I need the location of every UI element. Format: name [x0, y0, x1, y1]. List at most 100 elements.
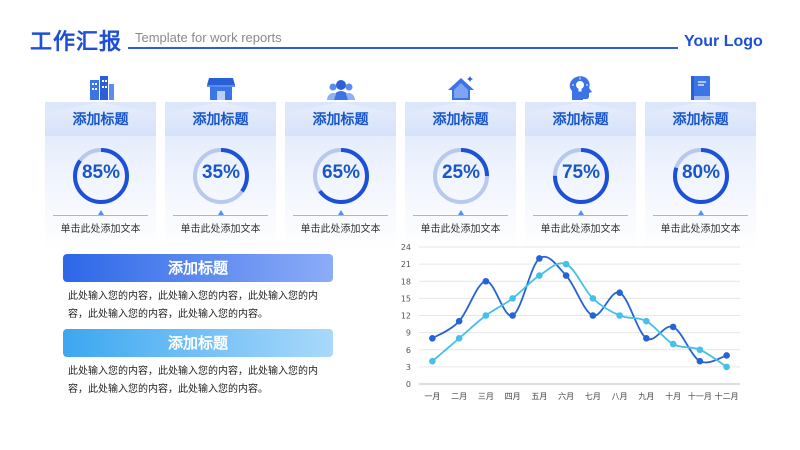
data-point [723, 352, 730, 359]
progress-ring-fill [313, 148, 369, 204]
progress-value: 85% [81, 162, 121, 183]
y-tick-label: 3 [406, 363, 411, 372]
storefront-icon [206, 74, 236, 102]
progress-ring [553, 148, 609, 204]
data-point [589, 295, 597, 302]
progress-ring-fill [193, 148, 249, 204]
y-tick-label: 21 [401, 260, 411, 269]
caret-up-icon [458, 210, 464, 215]
data-point [669, 323, 677, 331]
card-title[interactable]: 添加标题 [552, 112, 609, 128]
progress-ring [433, 148, 489, 204]
y-tick-label: 6 [406, 346, 411, 355]
block-text-1-line-1: 此处输入您的内容，此处输入您的内容，此处输入您的内 [68, 291, 318, 302]
data-point [616, 289, 623, 296]
card-divider [653, 215, 748, 216]
card-divider [533, 215, 628, 216]
caret-up-icon [698, 210, 704, 215]
card-divider [173, 215, 268, 216]
block-text-2-line-2: 容，此处输入您的内容，此处输入您的内容。 [68, 384, 268, 395]
data-point [482, 312, 490, 319]
y-tick-label: 0 [406, 380, 411, 389]
page-title: 工作汇报 [30, 30, 123, 55]
card-title[interactable]: 添加标题 [72, 112, 129, 128]
card-caption[interactable]: 单击此处添加文本 [60, 224, 141, 235]
stat-card: 添加标题 80% 单击此处添加文本 [645, 74, 756, 250]
x-tick-label: 五月 [531, 392, 547, 401]
x-tick-label: 八月 [612, 392, 628, 401]
stat-card: 添加标题 65% 单击此处添加文本 [285, 74, 396, 250]
house-icon [446, 74, 476, 102]
data-point [669, 340, 677, 348]
progress-ring [193, 148, 249, 204]
data-point [589, 312, 597, 319]
data-point [616, 312, 623, 319]
data-point [482, 277, 490, 285]
data-point [536, 255, 543, 262]
card-caption[interactable]: 单击此处添加文本 [420, 224, 501, 235]
data-point [536, 272, 543, 279]
logo: Your Logo [684, 33, 763, 50]
y-tick-label: 24 [401, 243, 411, 252]
card-divider [413, 215, 508, 216]
x-tick-label: 七月 [585, 392, 601, 401]
data-point [696, 346, 704, 354]
x-tick-label: 十月 [665, 391, 681, 401]
progress-ring [313, 148, 369, 204]
x-tick-label: 九月 [638, 392, 654, 401]
progress-value: 75% [561, 162, 601, 183]
y-tick-label: 12 [401, 312, 411, 321]
progress-ring [673, 148, 729, 204]
card-title[interactable]: 添加标题 [672, 112, 729, 128]
block-title-1[interactable]: 添加标题 [63, 254, 333, 282]
block-text-1[interactable]: 此处输入您的内容，此处输入您的内容，此处输入您的内 容，此处输入您的内容，此处输… [68, 288, 338, 324]
progress-value: 65% [321, 162, 361, 183]
caret-up-icon [578, 210, 584, 215]
progress-ring-fill [553, 148, 609, 204]
data-point [509, 295, 516, 302]
block-text-2[interactable]: 此处输入您的内容，此处输入您的内容，此处输入您的内 容，此处输入您的内容，此处输… [68, 363, 338, 399]
stat-card: 添加标题 75% 单击此处添加文本 [525, 74, 636, 250]
card-title[interactable]: 添加标题 [432, 112, 489, 128]
card-title[interactable]: 添加标题 [312, 112, 369, 128]
data-point [455, 335, 463, 342]
team-icon [326, 74, 356, 102]
y-tick-label: 18 [401, 277, 411, 286]
block-text-2-line-1: 此处输入您的内容，此处输入您的内容，此处输入您的内 [68, 366, 318, 377]
caret-up-icon [218, 210, 224, 215]
data-point [562, 272, 570, 279]
data-point [429, 335, 436, 342]
idea-head-icon [566, 74, 596, 102]
stat-card: 添加标题 85% 单击此处添加文本 [45, 74, 156, 250]
line-chart: 0 3 6 9 12 15 18 21 24 一月 二月 三月 四月 五月 六月 七月 八月 九月 十月 十一月 十二月 [401, 243, 740, 401]
card-caption[interactable]: 单击此处添加文本 [660, 224, 741, 235]
data-point [429, 357, 436, 365]
progress-value: 35% [201, 162, 241, 183]
card-divider [53, 215, 148, 216]
x-tick-label: 二月 [451, 392, 467, 401]
x-tick-label: 一月 [424, 392, 440, 401]
block-title-2[interactable]: 添加标题 [63, 329, 333, 357]
block-text-1-line-2: 容，此处输入您的内容，此处输入您的内容。 [68, 309, 268, 320]
caret-up-icon [98, 210, 104, 215]
x-tick-label: 十二月 [715, 391, 739, 401]
progress-ring-fill [433, 148, 489, 204]
y-tick-label: 15 [401, 294, 411, 303]
header-divider [128, 47, 678, 49]
progress-ring-fill [73, 148, 129, 204]
card-caption[interactable]: 单击此处添加文本 [180, 224, 261, 235]
page-subtitle: Template for work reports [135, 30, 282, 45]
card-caption[interactable]: 单击此处添加文本 [540, 224, 621, 235]
stat-card: 添加标题 35% 单击此处添加文本 [165, 74, 276, 250]
progress-value: 25% [441, 162, 481, 183]
x-tick-label: 四月 [505, 392, 521, 401]
card-title[interactable]: 添加标题 [192, 112, 249, 128]
stat-cards: 添加标题 85% 单击此处添加文本 添加标题 35% 单击此处添加文本 添加标题 65% 单击此… [45, 74, 757, 250]
card-divider [293, 215, 388, 216]
data-point [562, 260, 570, 268]
card-caption[interactable]: 单击此处添加文本 [300, 224, 381, 235]
data-point [643, 317, 650, 325]
buildings-icon [86, 74, 116, 102]
y-tick-label: 9 [406, 329, 411, 338]
book-icon [686, 74, 716, 102]
